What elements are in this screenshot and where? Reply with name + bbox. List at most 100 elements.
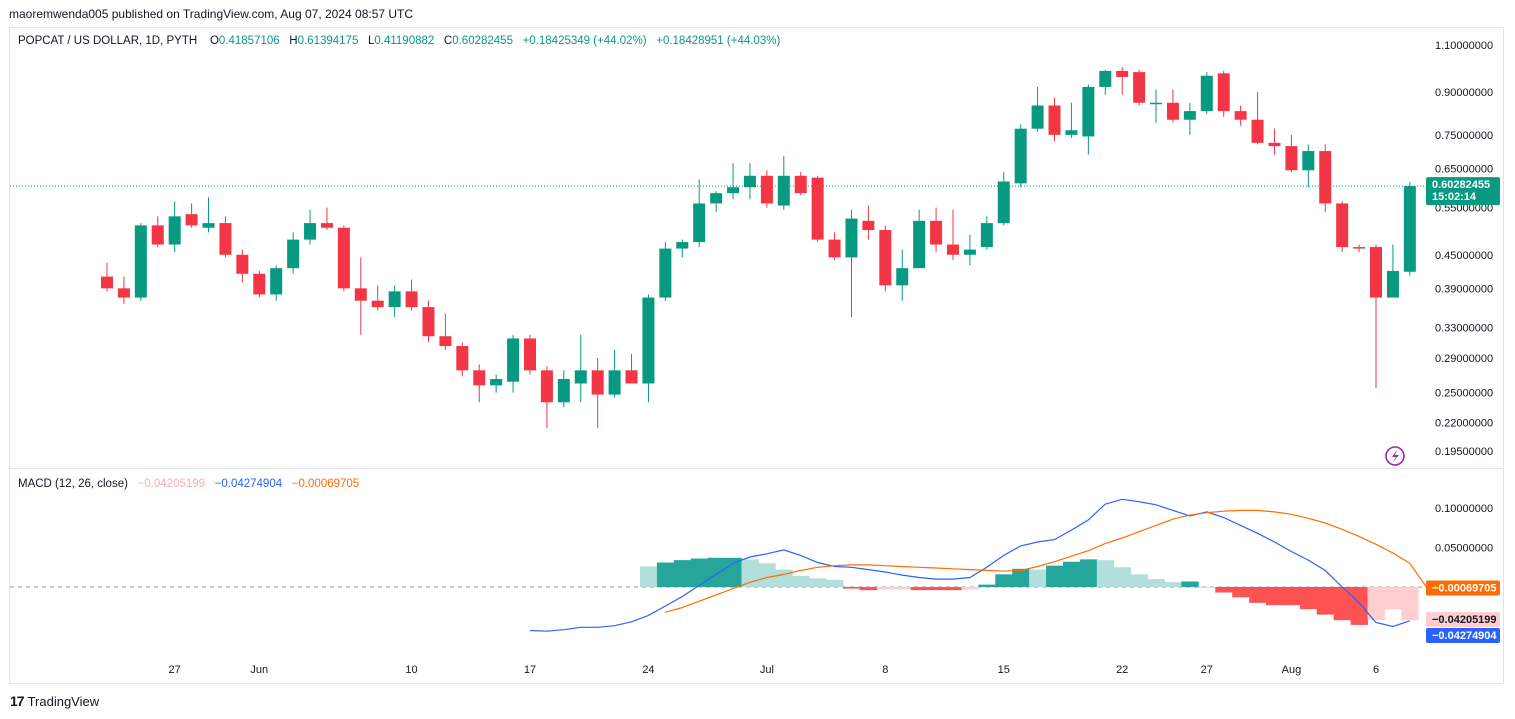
price-badge-text: 15:02:14	[1432, 191, 1477, 203]
candle-body	[608, 370, 621, 395]
time-tick-label: 27	[1201, 664, 1213, 676]
price-tick-label: 0.25000000	[1435, 388, 1493, 400]
candle-body	[439, 336, 452, 347]
time-tick-label: Aug	[1282, 664, 1302, 676]
candle-body	[540, 370, 553, 403]
candle-body	[134, 225, 147, 298]
price-badge	[1426, 177, 1500, 206]
macd-histogram-bar	[741, 559, 759, 587]
macd-histogram-bar	[1198, 587, 1216, 588]
signal-line	[665, 509, 1428, 613]
pane-divider[interactable]	[10, 468, 1504, 469]
macd-histogram-bar	[656, 562, 675, 587]
macd-histogram-bar	[1266, 587, 1284, 606]
footer-brand[interactable]: TradingView	[27, 693, 100, 709]
footer: 17 TradingView	[10, 693, 99, 709]
price-tick-label: 0.29000000	[1435, 353, 1493, 365]
time-tick-label: 8	[882, 664, 888, 676]
candle-body	[202, 223, 215, 228]
time-tick-label: 27	[169, 664, 181, 676]
macd-histogram-bar	[1181, 581, 1199, 587]
candle-body	[507, 338, 520, 382]
candle-body	[997, 181, 1010, 224]
macd-histogram-bar	[910, 587, 929, 591]
time-tick-label: 15	[998, 664, 1010, 676]
macd-histogram-bar	[1333, 587, 1352, 621]
macd-histogram-bar	[944, 587, 962, 591]
candle-body	[101, 276, 113, 289]
candle-body	[1065, 130, 1078, 135]
close-label: C	[443, 35, 453, 47]
candle-body	[490, 379, 503, 386]
candle-body	[473, 370, 486, 386]
candle-body	[354, 288, 367, 301]
candle-body	[947, 244, 959, 255]
candle-body	[1099, 70, 1112, 87]
candle-body	[896, 268, 909, 286]
candle-body	[388, 291, 401, 308]
macd-hist-value: −0.04205199	[137, 478, 206, 490]
macd-histogram-bar	[826, 579, 844, 587]
candle-body	[1353, 247, 1366, 249]
signal-badge-text: −0.00069705	[1432, 583, 1497, 595]
candle-body	[980, 223, 993, 248]
time-tick-label: Jun	[250, 664, 268, 676]
chart-frame	[9, 27, 1504, 684]
macd-histogram-bar	[927, 587, 945, 591]
macd-title[interactable]: MACD (12, 26, close)	[18, 478, 128, 490]
time-tick-label: 22	[1116, 664, 1128, 676]
candle-body	[422, 307, 435, 337]
time-tick-label: 17	[524, 664, 536, 676]
macd-signal-value: −0.00069705	[291, 478, 360, 490]
price-tick-label: 0.39000000	[1435, 283, 1493, 295]
macd-histogram-bar	[1232, 587, 1250, 598]
macd-histogram-bar	[1130, 574, 1148, 587]
candle-body	[760, 175, 773, 204]
macd-histogram-bar	[1384, 587, 1402, 610]
macd-histogram-bar	[1046, 565, 1064, 587]
candle-body	[1031, 105, 1044, 129]
candle-body	[270, 268, 283, 295]
macd-histogram-bar	[1029, 569, 1047, 587]
candle-body	[304, 223, 317, 240]
macd-legend: MACD (12, 26, close) −0.04205199 −0.0427…	[18, 478, 359, 490]
hist-badge-text: −0.04205199	[1432, 614, 1497, 626]
hist-badge	[1426, 612, 1500, 627]
candle-body	[287, 239, 300, 269]
candle-body	[811, 177, 824, 240]
macd-histogram-bar	[1299, 587, 1318, 610]
macd-histogram-bar	[1401, 587, 1419, 621]
time-tick-label: 24	[642, 664, 654, 676]
candle-body	[879, 230, 892, 286]
candle-body	[117, 288, 130, 298]
macd-histogram-bar	[1079, 559, 1098, 587]
macd-line-value: −0.04274904	[214, 478, 283, 490]
price-tick-label: 0.45000000	[1435, 250, 1493, 262]
candle-body	[1048, 105, 1061, 135]
price-legend: POPCAT / US DOLLAR, 1D, PYTH O0.41857106…	[18, 35, 780, 47]
candle-body	[320, 223, 333, 228]
candle-body	[456, 346, 469, 371]
macd-badge-text: −0.04274904	[1432, 630, 1497, 642]
macd-histogram-bar	[1316, 587, 1335, 615]
macd-histogram-bar	[1215, 587, 1233, 593]
change-value-2: +0.18428951 (+44.03%)	[656, 35, 781, 47]
candle-body	[557, 379, 570, 403]
macd-histogram-bar	[792, 575, 810, 587]
macd-histogram-bar	[1350, 587, 1368, 625]
price-badge-text: 0.60282455	[1432, 179, 1490, 191]
candle-body	[236, 254, 249, 274]
candle-body	[1403, 186, 1416, 272]
candle-body	[1336, 203, 1349, 248]
macd-layer	[529, 498, 1428, 632]
macd-histogram-bar	[775, 569, 793, 587]
tradingview-logo-icon[interactable]: 17	[10, 693, 25, 709]
macd-badge	[1426, 628, 1500, 643]
macd-line	[529, 498, 1410, 632]
lightning-icon[interactable]	[1385, 446, 1405, 466]
symbol-label[interactable]: POPCAT / US DOLLAR, 1D, PYTH	[18, 35, 198, 47]
candle-body	[743, 175, 756, 188]
macd-histogram-bar	[1367, 587, 1385, 621]
